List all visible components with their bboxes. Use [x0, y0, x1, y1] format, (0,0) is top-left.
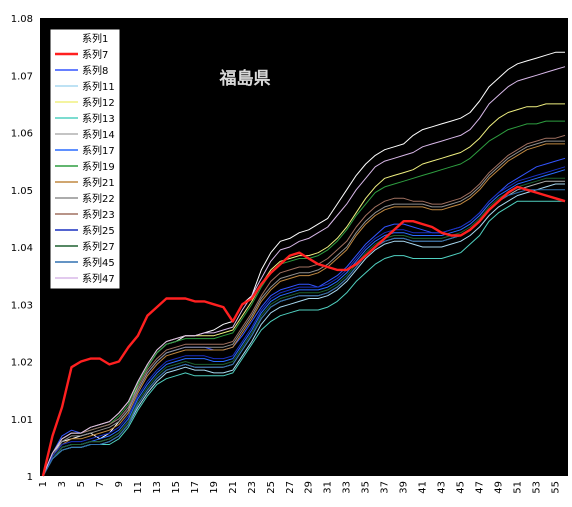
x-tick-label: 53 — [532, 481, 543, 494]
legend-label: 系列22 — [82, 192, 115, 205]
legend-label: 系列19 — [82, 160, 115, 173]
series-line — [42, 166, 566, 477]
x-tick-label: 11 — [133, 481, 144, 494]
series-line — [42, 120, 565, 477]
series-line — [42, 134, 566, 477]
legend-label: 系列45 — [82, 256, 115, 269]
x-tick-label: 25 — [266, 481, 277, 494]
x-tick-label: 29 — [304, 481, 315, 494]
x-tick-label: 55 — [551, 481, 562, 494]
legend-label: 系列47 — [82, 272, 115, 285]
legend-label: 系列27 — [82, 240, 115, 253]
y-tick-label: 1.02 — [11, 358, 33, 369]
series-line — [42, 66, 566, 477]
x-tick-label: 9 — [114, 481, 125, 487]
y-tick-label: 1 — [27, 472, 33, 483]
x-tick-label: 47 — [475, 481, 486, 494]
legend-label: 系列21 — [82, 176, 115, 189]
y-tick-label: 1.05 — [11, 186, 33, 197]
y-tick-label: 1.01 — [11, 415, 33, 426]
legend-label: 系列14 — [82, 128, 115, 141]
x-tick-label: 15 — [171, 481, 182, 494]
y-tick-label: 1.08 — [11, 14, 33, 25]
x-tick-label: 37 — [380, 481, 391, 494]
legend-label: 系列25 — [82, 224, 115, 237]
x-tick-label: 23 — [247, 481, 258, 494]
x-tick-label: 39 — [399, 481, 410, 494]
x-tick-label: 45 — [456, 481, 467, 494]
chart-title: 福島県 — [219, 68, 271, 89]
x-tick-label: 3 — [57, 481, 68, 487]
x-tick-label: 21 — [228, 481, 239, 494]
y-tick-label: 1.06 — [11, 129, 33, 140]
series-layer — [41, 51, 566, 477]
legend-label: 系列17 — [82, 144, 115, 157]
x-tick-label: 33 — [342, 481, 353, 494]
y-axis: 1 1.01 1.02 1.03 1.04 1.05 1.06 1.07 1.08 — [11, 14, 33, 483]
x-tick-label: 51 — [513, 481, 524, 494]
x-tick-label: 17 — [190, 481, 201, 494]
x-tick-label: 1 — [38, 481, 49, 487]
legend: 系列1 系列7 系列8 系列11 系列12 系列13 系列14 系列17 系列19 系列21 系列2… — [49, 28, 121, 290]
x-tick-label: 5 — [76, 481, 87, 487]
series-line — [42, 140, 565, 477]
series-line — [42, 143, 565, 477]
y-tick-label: 1.07 — [11, 71, 33, 82]
x-tick-label: 41 — [418, 481, 429, 494]
y-tick-label: 1.04 — [11, 243, 33, 254]
x-tick-label: 35 — [361, 481, 372, 494]
legend-label: 系列13 — [82, 112, 115, 125]
x-tick-label: 19 — [209, 481, 220, 494]
legend-label: 系列11 — [82, 80, 115, 93]
legend-label: 系列7 — [82, 48, 108, 61]
x-tick-label: 27 — [285, 481, 296, 494]
plot-area — [40, 18, 568, 476]
series-line — [41, 185, 566, 477]
x-tick-label: 13 — [152, 481, 163, 494]
x-tick-label: 49 — [494, 481, 505, 494]
legend-label: 系列23 — [82, 208, 115, 221]
x-axis: 1 3 5 7 9 11 13 15 17 19 21 23 25 27 29 31 33 35 37 39 41 43 4… — [38, 481, 562, 494]
series-line — [42, 177, 565, 477]
x-tick-label: 7 — [95, 481, 106, 487]
series-line — [42, 200, 565, 477]
series-line — [42, 169, 566, 477]
legend-label: 系列1 — [82, 32, 108, 45]
legend-label: 系列8 — [82, 64, 108, 77]
legend-label: 系列12 — [82, 96, 115, 109]
y-tick-label: 1.03 — [11, 300, 33, 311]
x-tick-label: 43 — [437, 481, 448, 494]
x-tick-label: 31 — [323, 481, 334, 494]
